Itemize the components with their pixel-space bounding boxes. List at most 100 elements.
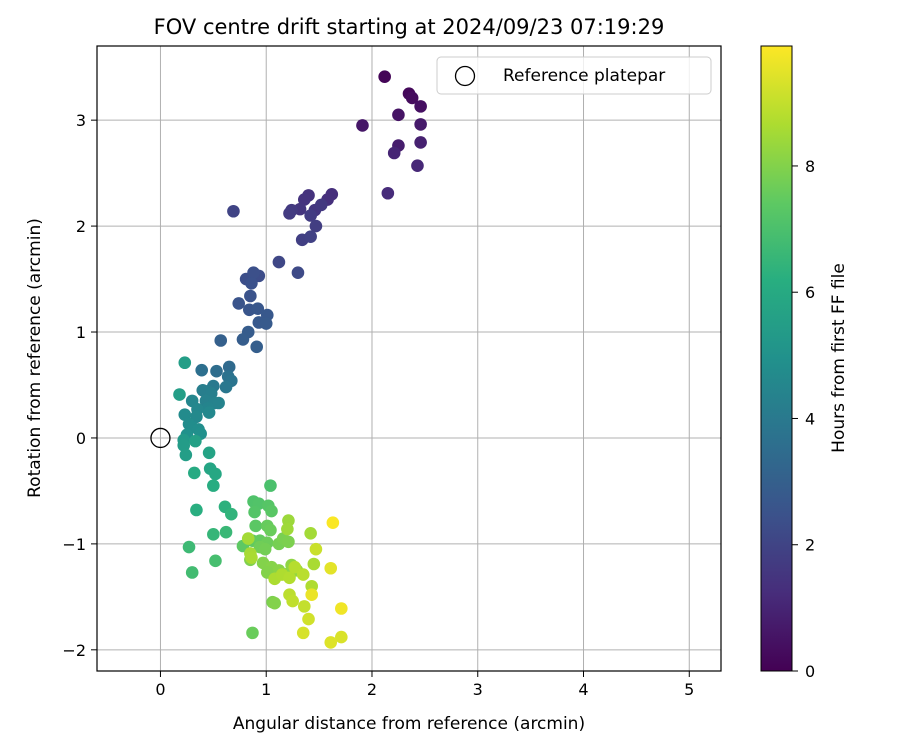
data-point bbox=[304, 230, 317, 243]
data-point bbox=[236, 333, 250, 346]
data-point bbox=[173, 388, 186, 401]
data-point bbox=[195, 363, 209, 377]
data-point bbox=[356, 119, 369, 132]
data-point bbox=[185, 566, 199, 579]
data-point bbox=[210, 364, 223, 378]
reference-platepar-marker bbox=[150, 427, 171, 449]
axis-ticks: 0 1 2 3 4 5 −2 −1 0 1 2 3 bbox=[62, 111, 694, 699]
colorbar-tick-label: 6 bbox=[805, 283, 815, 302]
data-point bbox=[411, 159, 424, 173]
y-axis-label: Rotation from reference (arcmin) bbox=[25, 218, 45, 498]
x-tick-label: 1 bbox=[261, 680, 271, 699]
colorbar-tick-label: 0 bbox=[805, 662, 815, 681]
x-tick-label: 2 bbox=[367, 680, 377, 699]
data-point bbox=[414, 118, 427, 131]
x-tick-label: 0 bbox=[155, 680, 165, 699]
data-point bbox=[304, 526, 317, 540]
data-point bbox=[314, 198, 328, 212]
data-point bbox=[227, 204, 240, 218]
data-point bbox=[264, 479, 277, 492]
data-point bbox=[219, 380, 233, 394]
data-point bbox=[251, 302, 265, 316]
data-point bbox=[245, 276, 258, 290]
colorbar-tick-label: 2 bbox=[805, 536, 815, 555]
y-tick-label: −2 bbox=[62, 641, 86, 660]
data-point bbox=[244, 289, 257, 303]
data-point bbox=[190, 503, 203, 517]
colorbar-gradient bbox=[760, 45, 793, 672]
data-point bbox=[202, 406, 216, 419]
data-point bbox=[245, 551, 258, 564]
data-point bbox=[241, 532, 255, 545]
data-point bbox=[304, 209, 317, 222]
data-point bbox=[212, 396, 225, 410]
colorbar-tick-label: 8 bbox=[805, 157, 815, 176]
colorbar-tick-label: 4 bbox=[805, 409, 815, 428]
legend[interactable]: Reference platepar bbox=[436, 56, 712, 95]
x-tick-label: 5 bbox=[684, 680, 694, 699]
legend-marker-open-circle bbox=[454, 65, 476, 87]
plot-frame bbox=[96, 45, 722, 672]
data-point bbox=[178, 408, 192, 421]
data-point bbox=[326, 516, 340, 529]
data-point bbox=[392, 108, 405, 122]
colorbar-label: Hours from first FF file bbox=[829, 263, 849, 453]
data-point bbox=[297, 193, 311, 206]
scatter-points bbox=[150, 70, 427, 649]
y-tick-label: 0 bbox=[76, 429, 86, 448]
x-tick-label: 4 bbox=[578, 680, 588, 699]
data-point bbox=[283, 207, 296, 220]
legend-box bbox=[436, 56, 712, 95]
data-point bbox=[225, 507, 238, 521]
data-point bbox=[247, 266, 260, 279]
data-point bbox=[302, 612, 315, 626]
data-point bbox=[207, 479, 220, 492]
legend-entry-label: Reference platepar bbox=[503, 66, 665, 86]
data-point bbox=[178, 356, 192, 370]
data-point bbox=[296, 568, 310, 581]
data-point bbox=[179, 448, 193, 462]
data-point bbox=[378, 70, 391, 84]
data-point bbox=[177, 439, 191, 452]
x-tick-label: 3 bbox=[473, 680, 483, 699]
y-tick-label: −1 bbox=[62, 535, 86, 554]
data-point bbox=[405, 91, 419, 105]
data-point bbox=[249, 519, 262, 533]
data-point bbox=[214, 334, 228, 347]
data-point bbox=[286, 594, 299, 608]
x-axis-label: Angular distance from reference (arcmin) bbox=[233, 714, 585, 734]
data-point bbox=[222, 360, 236, 374]
data-point bbox=[309, 219, 323, 233]
data-point bbox=[246, 626, 259, 640]
data-point bbox=[324, 636, 338, 649]
data-point bbox=[189, 434, 202, 448]
data-point bbox=[387, 146, 401, 160]
data-point bbox=[209, 554, 222, 568]
data-point bbox=[188, 466, 201, 480]
data-point bbox=[250, 340, 264, 354]
data-point bbox=[297, 600, 311, 613]
data-point bbox=[202, 446, 216, 460]
data-point bbox=[307, 557, 321, 571]
data-point bbox=[272, 255, 286, 269]
data-point bbox=[324, 561, 338, 575]
data-point bbox=[414, 136, 427, 149]
data-point bbox=[264, 523, 277, 537]
data-point bbox=[268, 596, 281, 610]
colorbar: 0 2 4 6 8 Hours from first FF file bbox=[760, 45, 849, 681]
data-point bbox=[305, 588, 318, 602]
data-point bbox=[309, 542, 323, 556]
data-point bbox=[232, 297, 246, 310]
data-point bbox=[296, 626, 310, 640]
chart-title: FOV centre drift starting at 2024/09/23 … bbox=[154, 15, 665, 39]
data-point bbox=[259, 317, 273, 330]
data-point bbox=[282, 535, 295, 549]
data-point bbox=[288, 560, 302, 574]
data-point bbox=[381, 186, 395, 200]
colorbar-ticks: 0 2 4 6 8 bbox=[792, 157, 815, 681]
data-point bbox=[283, 571, 296, 585]
data-point bbox=[248, 505, 261, 519]
data-point bbox=[335, 602, 348, 615]
